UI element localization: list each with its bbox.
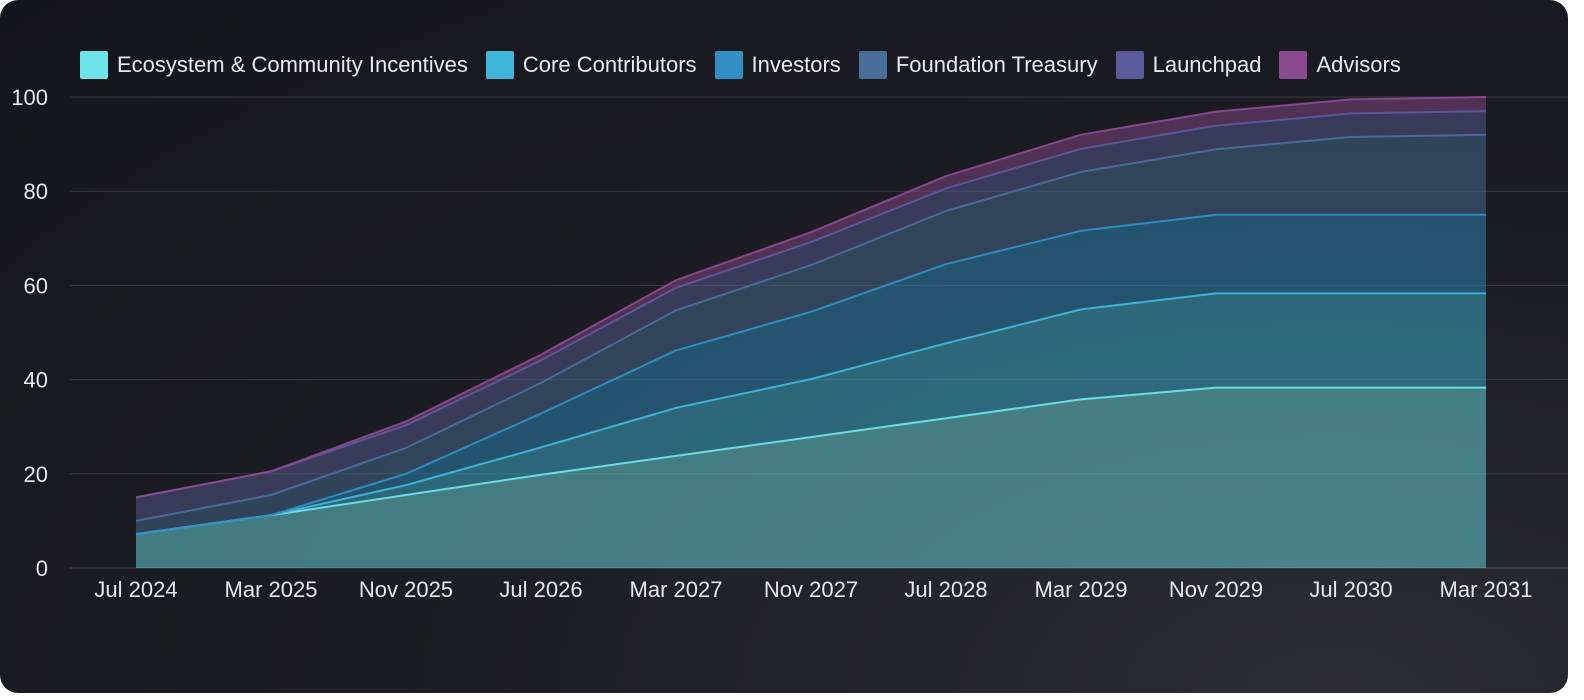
line-advisors bbox=[135, 96, 1487, 499]
x-tick-label-4: Mar 2027 bbox=[630, 577, 723, 602]
line-launchpad bbox=[135, 110, 1487, 499]
legend-item-core-contributors[interactable]: Core Contributors bbox=[485, 51, 697, 79]
y-tick-label-60: 60 bbox=[24, 273, 48, 298]
y-tick-label-20: 20 bbox=[24, 462, 48, 487]
legend-swatch-foundation-treasury bbox=[858, 51, 887, 79]
x-tick-label-8: Nov 2029 bbox=[1169, 577, 1263, 602]
legend-label-core-contributors: Core Contributors bbox=[522, 52, 697, 77]
y-tick-label-100: 100 bbox=[11, 85, 48, 110]
chart-legend: Ecosystem & Community Incentives Core Co… bbox=[80, 51, 1401, 79]
legend-swatch-advisors bbox=[1279, 51, 1308, 79]
legend-swatch-launchpad bbox=[1115, 51, 1144, 79]
legend-swatch-investors bbox=[714, 51, 743, 79]
line-core-contributors bbox=[135, 292, 1486, 536]
legend-swatch-core-contributors bbox=[485, 51, 514, 79]
legend-swatch-ecosystem bbox=[80, 51, 108, 79]
area-core-contributors bbox=[136, 293, 1486, 535]
line-foundation-treasury bbox=[135, 133, 1487, 522]
x-tick-label-7: Mar 2029 bbox=[1035, 577, 1128, 602]
y-tick-label-40: 40 bbox=[24, 368, 48, 393]
legend-label-advisors: Advisors bbox=[1316, 52, 1401, 77]
area-launchpad bbox=[136, 111, 1486, 521]
x-tick-label-9: Jul 2030 bbox=[1309, 577, 1392, 602]
legend-label-foundation-treasury: Foundation Treasury bbox=[895, 52, 1098, 77]
y-tick-label-80: 80 bbox=[24, 179, 48, 204]
x-tick-label-2: Nov 2025 bbox=[359, 577, 453, 602]
area-ecosystem-community-incentives bbox=[136, 387, 1486, 568]
x-tick-label-0: Jul 2024 bbox=[94, 577, 177, 602]
legend-label-ecosystem: Ecosystem & Community Incentives bbox=[117, 52, 468, 77]
y-tick-label-0: 0 bbox=[36, 556, 48, 581]
legend-label-launchpad: Launchpad bbox=[1152, 52, 1262, 77]
legend-item-advisors[interactable]: Advisors bbox=[1279, 51, 1401, 79]
x-tick-label-10: Mar 2031 bbox=[1440, 577, 1533, 602]
legend-label-investors: Investors bbox=[751, 52, 841, 77]
line-investors bbox=[135, 213, 1486, 536]
legend-item-launchpad[interactable]: Launchpad bbox=[1115, 51, 1262, 79]
area-foundation-treasury bbox=[136, 134, 1486, 535]
x-tick-label-6: Jul 2028 bbox=[904, 577, 987, 602]
legend-item-investors[interactable]: Investors bbox=[714, 51, 841, 79]
x-tick-label-1: Mar 2025 bbox=[225, 577, 318, 602]
legend-item-ecosystem[interactable]: Ecosystem & Community Incentives bbox=[80, 51, 468, 79]
x-tick-label-5: Nov 2027 bbox=[764, 577, 858, 602]
line-ecosystem-community-incentives bbox=[135, 386, 1486, 536]
area-investors bbox=[136, 214, 1486, 535]
x-tick-label-3: Jul 2026 bbox=[499, 577, 582, 602]
legend-item-foundation-treasury[interactable]: Foundation Treasury bbox=[858, 51, 1098, 79]
